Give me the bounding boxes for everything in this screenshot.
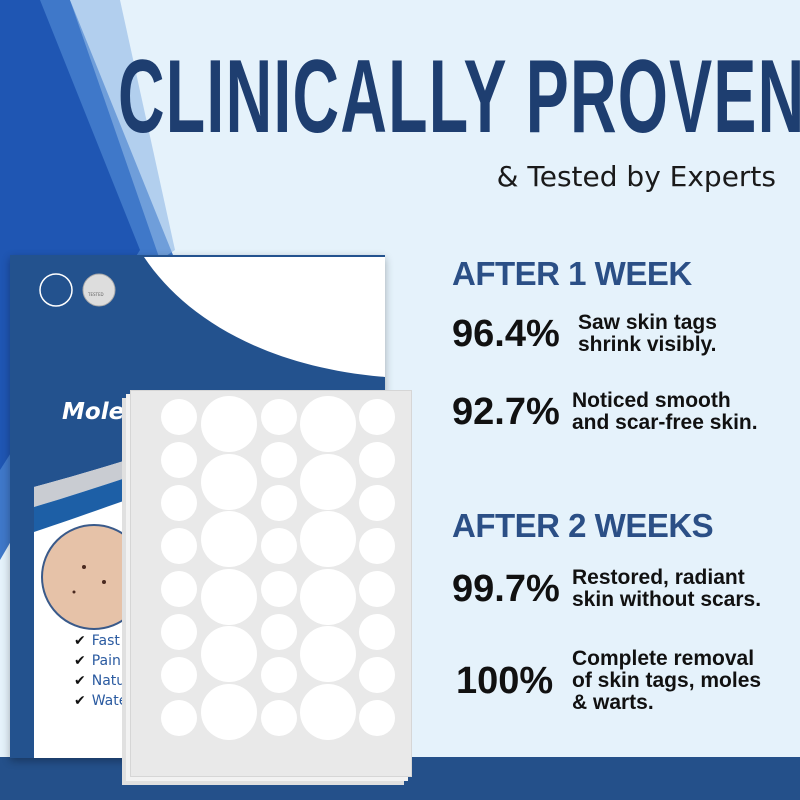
patch-dot <box>359 442 395 478</box>
stat-value: 96.4% <box>452 312 560 355</box>
patch-dot <box>161 442 197 478</box>
patch-dot <box>261 485 297 521</box>
patch-dot <box>300 511 356 567</box>
patch-dot <box>261 700 297 736</box>
stat-text: Restored, radiant <box>572 566 745 589</box>
patch-dot <box>161 571 197 607</box>
section-heading-week-2: AFTER 2 WEEKS <box>452 507 714 544</box>
patch-dot <box>359 571 395 607</box>
patch-dot <box>359 399 395 435</box>
patch-dot <box>359 700 395 736</box>
stat-row: 99.7% Restored, radiant skin without scar… <box>452 567 761 611</box>
stat-text: of skin tags, moles <box>572 669 762 692</box>
stat-text: skin without scars. <box>572 588 762 611</box>
patch-dot <box>300 568 356 625</box>
patch-dot <box>261 614 297 650</box>
patch-dot <box>161 657 197 693</box>
patch-dot <box>161 528 197 564</box>
patch-dot <box>359 528 395 564</box>
patch-dot <box>161 485 197 521</box>
patch-dot <box>161 399 197 435</box>
stat-row: 92.7% Noticed smooth and scar-free skin. <box>452 390 758 434</box>
patch-dot <box>300 683 356 740</box>
stat-row: 100% Complete removal of skin tags, moles… <box>456 648 761 714</box>
stat-value: 99.7% <box>452 567 560 610</box>
patch-dot <box>300 626 356 682</box>
page-title: CLINICALLY PROVEN <box>118 39 800 155</box>
patch-dot <box>359 657 395 693</box>
product-name: Moles <box>62 399 138 425</box>
patch-dot <box>261 528 297 564</box>
patch-dot <box>261 442 297 478</box>
patch-sheet <box>130 390 412 777</box>
patch-dot <box>201 683 257 740</box>
section-heading-week-1: AFTER 1 WEEK <box>452 255 692 292</box>
patch-dot <box>161 700 197 736</box>
check-icon: ✔ <box>74 653 86 669</box>
stat-text: Complete removal <box>572 647 755 670</box>
stat-value: 92.7% <box>452 390 560 433</box>
stat-value: 100% <box>456 659 554 702</box>
stat-text: & warts. <box>572 691 654 714</box>
stat-text: Noticed smooth <box>572 389 731 412</box>
page-subtitle: & Tested by Experts <box>496 160 776 193</box>
patch-dot <box>261 571 297 607</box>
patch-dot <box>201 453 257 510</box>
patch-dot <box>359 485 395 521</box>
stat-text: shrink visibly. <box>578 333 717 356</box>
stat-text: Saw skin tags <box>578 311 717 334</box>
patch-dot <box>300 396 356 452</box>
patch-dot <box>201 511 257 567</box>
patch-dot <box>201 626 257 682</box>
patch-dot <box>261 657 297 693</box>
check-icon: ✔ <box>74 673 86 689</box>
patch-dot <box>201 568 257 625</box>
patch-dot <box>161 614 197 650</box>
check-icon: ✔ <box>74 693 86 709</box>
stat-text: and scar-free skin. <box>572 411 758 434</box>
patch-dot <box>261 399 297 435</box>
check-icon: ✔ <box>74 633 86 649</box>
patch-dot <box>359 614 395 650</box>
tested-badge-text: TESTED <box>88 292 104 297</box>
patch-dot <box>201 396 257 452</box>
patch-dot <box>300 453 356 510</box>
stat-row: 96.4% Saw skin tags shrink visibly. <box>452 312 717 356</box>
